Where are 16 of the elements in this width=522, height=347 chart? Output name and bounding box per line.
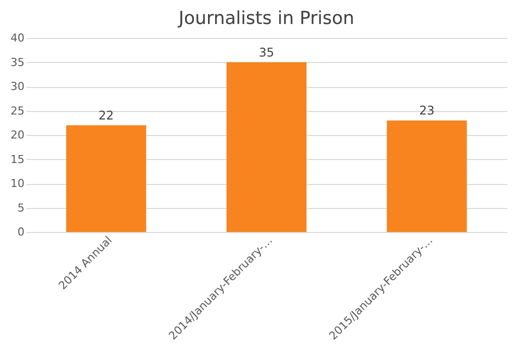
y-tick-label: 20	[10, 128, 24, 142]
y-tick-label: 10	[10, 177, 24, 190]
y-tick-label: 0	[18, 226, 24, 238]
chart-title: Journalists in Prison	[178, 8, 354, 29]
y-tick-label: 40	[10, 32, 24, 44]
y-tick-label: 15	[10, 152, 24, 166]
bar	[226, 62, 306, 232]
y-tick-label: 25	[10, 104, 24, 118]
bar	[386, 120, 467, 232]
data-label: 22	[98, 108, 114, 122]
y-tick-label: 5	[18, 201, 24, 214]
y-tick-label: 30	[10, 80, 24, 93]
data-label: 23	[419, 103, 434, 118]
bar	[66, 125, 146, 232]
data-label: 35	[258, 45, 274, 60]
y-tick-label: 35	[10, 56, 24, 69]
